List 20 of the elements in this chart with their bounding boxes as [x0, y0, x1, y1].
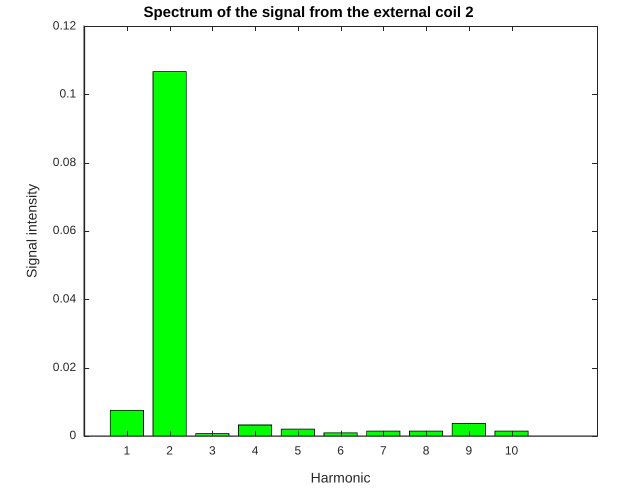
x-tick-label: 6 [337, 443, 344, 458]
x-tick-label: 3 [209, 443, 216, 458]
x-tick-label: 9 [465, 443, 472, 458]
x-tick-label: 4 [252, 443, 259, 458]
y-tick-label: 0.1 [59, 86, 76, 101]
y-tick-label: 0.04 [52, 292, 76, 306]
x-tick-label: 7 [380, 443, 387, 458]
x-tick-label: 8 [422, 443, 430, 458]
y-tick-label: 0.08 [52, 154, 76, 169]
x-tick-label: 10 [504, 443, 519, 458]
y-tick-label: 0.06 [52, 223, 76, 238]
y-axis-title: Signal intensity [23, 184, 40, 278]
y-tick-label: 0 [69, 428, 76, 442]
x-tick-label: 1 [124, 443, 131, 458]
y-tick-label: 0.12 [52, 18, 76, 32]
y-tick-label: 0.02 [52, 360, 76, 374]
chart-title: Spectrum of the signal from the external coil 2 [143, 4, 474, 22]
x-tick-label: 5 [294, 443, 302, 458]
x-tick-label: 2 [166, 443, 174, 458]
x-axis-title: Harmonic [310, 469, 371, 486]
